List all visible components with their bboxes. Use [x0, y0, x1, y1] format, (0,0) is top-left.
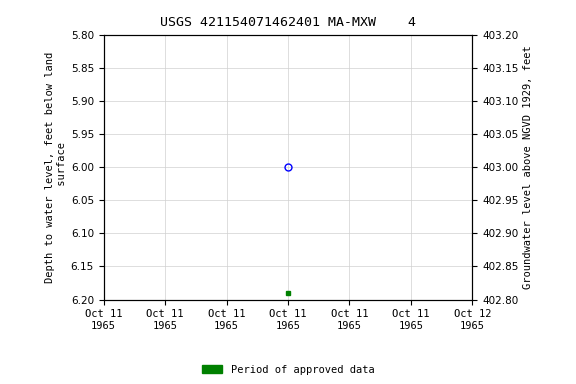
Y-axis label: Groundwater level above NGVD 1929, feet: Groundwater level above NGVD 1929, feet	[522, 45, 533, 289]
Legend: Period of approved data: Period of approved data	[198, 361, 378, 379]
Y-axis label: Depth to water level, feet below land
 surface: Depth to water level, feet below land su…	[45, 51, 67, 283]
Title: USGS 421154071462401 MA-MXW    4: USGS 421154071462401 MA-MXW 4	[160, 16, 416, 29]
